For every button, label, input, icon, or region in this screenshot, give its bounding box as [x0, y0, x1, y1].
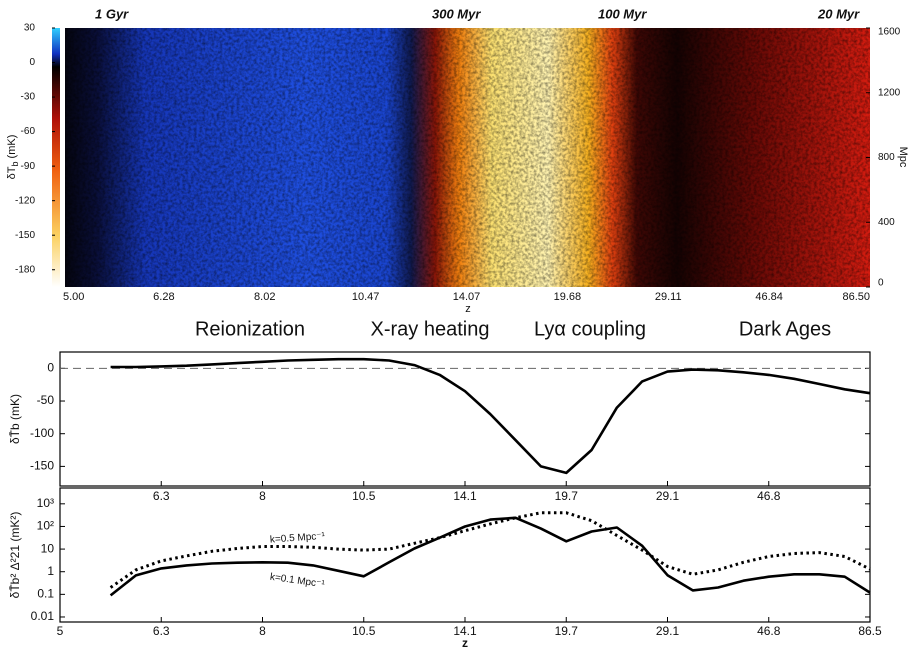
x-tick-label: 46.8 [757, 624, 781, 638]
x-tick-label: 8 [259, 489, 266, 503]
x-tick-label: 5.00 [63, 291, 84, 303]
y-tick-label: 0.01 [31, 609, 55, 623]
x-tick-label: 5 [57, 624, 64, 638]
colorbar [52, 28, 60, 287]
x-tick-label: 29.11 [655, 291, 682, 303]
y-axis-label: Mpc [897, 147, 909, 168]
x-tick-label: 46.84 [755, 291, 783, 303]
colorbar-tick-label: 30 [24, 23, 36, 34]
colorbar-tick-label: -30 [21, 92, 36, 103]
line-series [110, 357, 871, 475]
y-axis-label: δT̄b (mK) [8, 394, 22, 444]
colorbar-label-part: (mK) [6, 135, 18, 162]
series-label: k=0.1 Mpc⁻¹ [269, 572, 326, 591]
y-tick-label: 1600 [878, 27, 901, 38]
y-axis-label: δT̄b² Δ²21 (mK²) [8, 512, 22, 599]
x-tick-label: 14.1 [453, 624, 477, 638]
x-tick-label: 10.5 [352, 624, 376, 638]
x-tick-label: 10.47 [352, 291, 380, 303]
colorbar-label-part: b [10, 162, 20, 167]
age-annotation: 1 Gyr [95, 6, 129, 21]
colorbar-tick-label: -60 [21, 126, 36, 137]
x-tick-label: 86.5 [858, 624, 882, 638]
x-axis-label: z [462, 636, 468, 650]
y-tick-label: 0.1 [37, 587, 54, 601]
y-tick-label: 0 [47, 361, 54, 375]
x-tick-label: 19.7 [555, 489, 579, 503]
phase-label: Dark Ages [739, 318, 831, 340]
colorbar-tick-label: -180 [15, 264, 35, 275]
power-panel-frame [59, 487, 871, 623]
x-tick-label: 6.3 [153, 624, 170, 638]
line-series [109, 511, 871, 589]
x-tick-label: 19.7 [555, 624, 579, 638]
x-tick-label: 10.5 [352, 489, 376, 503]
x-tick-label: 86.50 [842, 291, 870, 303]
y-tick-label: 10 [41, 541, 55, 555]
y-tick-label: 400 [878, 217, 895, 228]
y-tick-label: 10³ [37, 496, 54, 510]
colorbar-tick-label: 0 [29, 57, 35, 68]
y-tick-label: 0 [878, 278, 884, 289]
series-label: k=0.5 Mpc⁻¹ [270, 531, 326, 546]
age-annotation: 300 Myr [432, 6, 481, 21]
x-tick-label: 46.8 [757, 489, 781, 503]
age-annotation: 100 Myr [598, 6, 647, 21]
colorbar-tick-label: -120 [15, 195, 35, 206]
colorbar-tick-label: -150 [15, 230, 35, 241]
x-tick-label: 8 [259, 624, 266, 638]
lightcone-texture [65, 28, 870, 287]
x-tick-label: 6.3 [153, 489, 170, 503]
x-tick-label: 14.1 [453, 489, 477, 503]
y-tick-label: 10² [37, 519, 54, 533]
x-tick-label: 6.28 [153, 291, 174, 303]
phase-label: Lyα coupling [534, 318, 646, 340]
line-series [109, 516, 871, 597]
y-tick-label: -100 [30, 426, 54, 440]
x-tick-label: 19.68 [554, 291, 582, 303]
x-tick-label: 29.1 [656, 624, 680, 638]
x-tick-label: 29.1 [656, 489, 680, 503]
phase-label: X-ray heating [371, 318, 490, 340]
x-tick-label: 14.07 [453, 291, 481, 303]
age-annotation: 20 Myr [817, 6, 860, 21]
colorbar-tick-label: -90 [21, 161, 36, 172]
colorbar-label-part: δT [6, 166, 18, 179]
phase-label: Reionization [195, 318, 305, 340]
x-axis-label: z [465, 303, 471, 315]
y-tick-label: 1 [47, 564, 54, 578]
y-tick-label: 1200 [878, 87, 901, 98]
y-tick-label: -150 [30, 459, 54, 473]
y-tick-label: -50 [37, 393, 55, 407]
colorbar-label: δTb (mK) [6, 135, 20, 180]
x-tick-label: 8.02 [254, 291, 275, 303]
y-tick-label: 800 [878, 152, 895, 163]
